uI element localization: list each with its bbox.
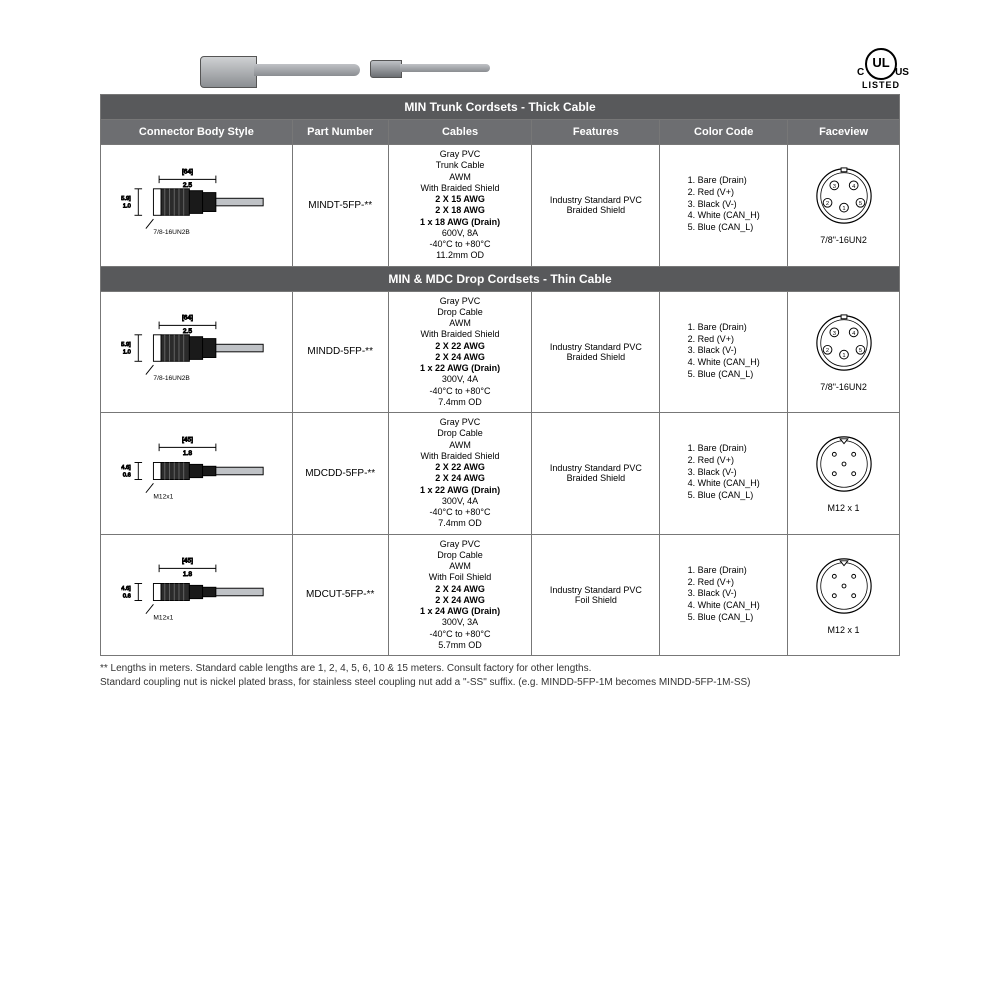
svg-text:5: 5 — [858, 348, 861, 354]
svg-text:2.5: 2.5 — [183, 182, 193, 189]
header-row: C UL US LISTED — [100, 10, 900, 90]
table-row: [64] 2.5 [25.9] 1.0 7/8-16UN2B MINDD-5FP… — [101, 291, 900, 413]
connector-photo-small — [370, 46, 490, 86]
col-face: Faceview — [788, 120, 900, 145]
svg-text:1: 1 — [842, 353, 845, 359]
svg-text:[14.6]: [14.6] — [121, 465, 131, 471]
section-title: MIN Trunk Cordsets - Thick Cable — [101, 95, 900, 120]
connector-body-cell: [64] 2.5 [25.9] 1.0 7/8-16UN2B — [101, 291, 293, 413]
footnote-1: ** Lengths in meters. Standard cable len… — [100, 662, 900, 676]
features: Industry Standard PVCBraided Shield — [532, 291, 660, 413]
ul-us: US — [895, 60, 909, 86]
col-cables: Cables — [388, 120, 532, 145]
features: Industry Standard PVCFoil Shield — [532, 534, 660, 656]
svg-text:2: 2 — [825, 201, 828, 207]
footnotes: ** Lengths in meters. Standard cable len… — [100, 662, 900, 690]
col-body: Connector Body Style — [101, 120, 293, 145]
svg-text:[25.9]: [25.9] — [121, 196, 131, 202]
svg-text:1: 1 — [842, 206, 845, 212]
faceview: 34215 7/8"-16UN2 — [788, 145, 900, 267]
features: Industry Standard PVCBraided Shield — [532, 413, 660, 535]
svg-text:3: 3 — [832, 331, 835, 337]
part-number: MINDT-5FP-** — [292, 145, 388, 267]
product-photos — [200, 42, 490, 90]
features: Industry Standard PVCBraided Shield — [532, 145, 660, 267]
cable-spec: Gray PVCDrop CableAWMWith Braided Shield… — [388, 413, 532, 535]
svg-text:3: 3 — [832, 184, 835, 190]
faceview: 34215 7/8"-16UN2 — [788, 291, 900, 413]
col-color: Color Code — [660, 120, 788, 145]
table-row: [64] 2.5 [25.9] 1.0 7/8-16UN2B MINDT-5FP… — [101, 145, 900, 267]
svg-text:1.8: 1.8 — [183, 571, 193, 578]
svg-text:1.0: 1.0 — [123, 350, 131, 356]
color-code: 1. Bare (Drain)2. Red (V+)3. Black (V-)4… — [660, 413, 788, 535]
svg-text:2.5: 2.5 — [183, 328, 193, 335]
svg-text:0.6: 0.6 — [123, 594, 131, 600]
connector-body-cell: [45] 1.8 [14.6] 0.6 M12x1 — [101, 534, 293, 656]
table-row: [45] 1.8 [14.6] 0.6 M12x1 MDCUT-5FP-** G… — [101, 534, 900, 656]
color-code: 1. Bare (Drain)2. Red (V+)3. Black (V-)4… — [660, 145, 788, 267]
cable-spec: Gray PVCDrop CableAWMWith Braided Shield… — [388, 291, 532, 413]
spec-table: MIN Trunk Cordsets - Thick Cable Connect… — [100, 94, 900, 656]
svg-text:[14.6]: [14.6] — [121, 586, 131, 592]
part-number: MDCDD-5FP-** — [292, 413, 388, 535]
svg-text:M12x1: M12x1 — [154, 493, 174, 500]
svg-text:2: 2 — [825, 348, 828, 354]
cable-spec: Gray PVCDrop CableAWMWith Foil Shield 2 … — [388, 534, 532, 656]
svg-text:M12x1: M12x1 — [154, 615, 174, 622]
part-number: MDCUT-5FP-** — [292, 534, 388, 656]
ul-text: UL — [872, 55, 889, 70]
section-title: MIN & MDC Drop Cordsets - Thin Cable — [101, 266, 900, 291]
part-number: MINDD-5FP-** — [292, 291, 388, 413]
connector-photo-large — [200, 42, 360, 90]
col-pn: Part Number — [292, 120, 388, 145]
svg-text:[25.9]: [25.9] — [121, 342, 131, 348]
faceview: M12 x 1 — [788, 413, 900, 535]
svg-text:1.0: 1.0 — [123, 203, 131, 209]
connector-body-cell: [64] 2.5 [25.9] 1.0 7/8-16UN2B — [101, 145, 293, 267]
color-code: 1. Bare (Drain)2. Red (V+)3. Black (V-)4… — [660, 534, 788, 656]
svg-text:[64]: [64] — [182, 315, 193, 322]
svg-text:7/8-16UN2B: 7/8-16UN2B — [154, 229, 191, 236]
ul-listed-mark: C UL US LISTED — [862, 48, 900, 90]
svg-text:[64]: [64] — [182, 168, 193, 175]
svg-text:1.8: 1.8 — [183, 450, 193, 457]
svg-text:[45]: [45] — [182, 558, 193, 565]
svg-text:[45]: [45] — [182, 436, 193, 443]
color-code: 1. Bare (Drain)2. Red (V+)3. Black (V-)4… — [660, 291, 788, 413]
connector-body-cell: [45] 1.8 [14.6] 0.6 M12x1 — [101, 413, 293, 535]
svg-text:7/8-16UN2B: 7/8-16UN2B — [154, 375, 191, 382]
table-row: [45] 1.8 [14.6] 0.6 M12x1 MDCDD-5FP-** G… — [101, 413, 900, 535]
cable-spec: Gray PVCTrunk CableAWMWith Braided Shiel… — [388, 145, 532, 267]
svg-text:0.6: 0.6 — [123, 472, 131, 478]
ul-c: C — [857, 60, 864, 86]
footnote-2: Standard coupling nut is nickel plated b… — [100, 676, 900, 690]
col-features: Features — [532, 120, 660, 145]
svg-text:5: 5 — [858, 201, 861, 207]
faceview: M12 x 1 — [788, 534, 900, 656]
